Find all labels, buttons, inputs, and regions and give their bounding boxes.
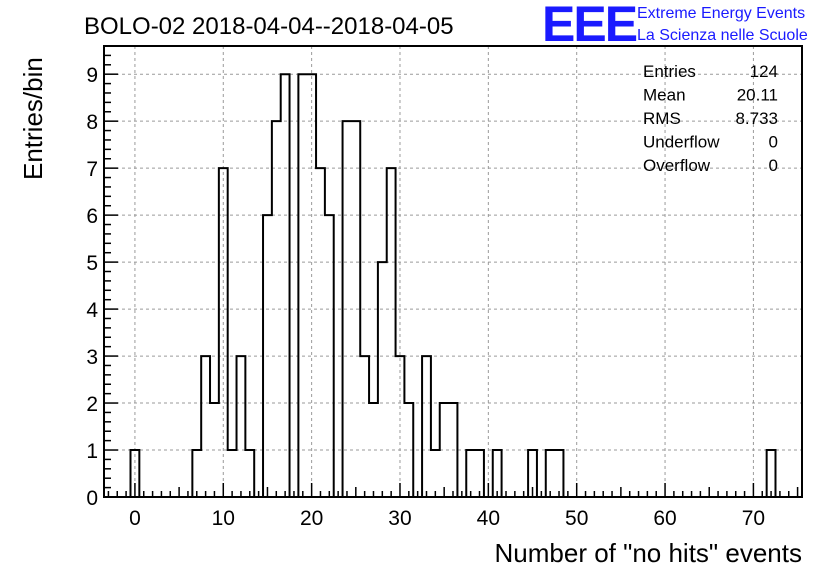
histogram-bin — [369, 403, 378, 497]
stats-value: 0 — [769, 156, 778, 175]
eee-logo-mark: EEE — [542, 0, 637, 52]
histogram-bin — [245, 450, 254, 497]
histogram-bin — [493, 450, 502, 497]
histogram-bin — [360, 356, 369, 497]
eee-logo-line2: La Scienza nelle Scuole — [637, 27, 808, 44]
histogram-bin — [431, 450, 440, 497]
histogram-bin — [219, 168, 228, 497]
histogram-bin — [449, 403, 458, 497]
y-tick-label: 3 — [86, 346, 98, 369]
x-tick-label: 50 — [565, 507, 588, 530]
histogram-bin — [555, 450, 564, 497]
stats-value: 0 — [769, 133, 778, 152]
histogram-bin — [210, 403, 219, 497]
histogram-bin — [307, 74, 316, 497]
y-tick-label: 4 — [86, 299, 98, 322]
histogram-bin — [351, 121, 360, 497]
histogram-bin — [272, 121, 281, 497]
histogram-bin — [228, 450, 237, 497]
y-tick-label: 1 — [86, 440, 98, 463]
histogram-bin — [298, 74, 307, 497]
histogram-bin — [466, 450, 475, 497]
x-tick-label: 70 — [742, 507, 765, 530]
stats-label: Entries — [643, 62, 696, 81]
histogram-bin — [404, 403, 413, 497]
stats-value: 124 — [750, 62, 778, 81]
histogram-bin — [201, 356, 210, 497]
x-tick-label: 60 — [653, 507, 676, 530]
histogram-bin — [325, 215, 334, 497]
histogram-bin — [263, 215, 272, 497]
stats-label: Overflow — [643, 156, 711, 175]
x-axis-ticks: 0 10 20 30 40 50 60 70 — [107, 483, 799, 530]
stats-label: Underflow — [643, 133, 720, 152]
x-tick-label: 20 — [300, 507, 323, 530]
y-tick-label: 7 — [86, 158, 98, 181]
x-tick-label: 30 — [388, 507, 411, 530]
x-tick-label: 10 — [212, 507, 235, 530]
histogram-bin — [387, 168, 396, 497]
y-axis-ticks: 0 1 2 3 4 5 6 7 8 9 — [86, 45, 118, 510]
histogram-bin — [281, 74, 290, 497]
histogram-bin — [440, 403, 449, 497]
histogram-bin — [396, 356, 405, 497]
stats-box: Entries 124 Mean 20.11 RMS 8.733 Underflow 0 Ove… — [643, 62, 778, 175]
y-tick-label: 9 — [86, 64, 98, 87]
histogram-bin — [546, 450, 555, 497]
x-tick-label: 0 — [129, 507, 141, 530]
x-tick-label: 40 — [477, 507, 500, 530]
histogram-bin — [192, 450, 201, 497]
histogram-bin — [475, 450, 484, 497]
eee-logo: EEE Extreme Energy Events La Scienza nel… — [542, 0, 808, 52]
x-axis-title: Number of "no hits" events — [495, 538, 803, 568]
y-tick-label: 5 — [86, 252, 98, 275]
y-tick-label: 6 — [86, 205, 98, 228]
histogram-bin — [378, 262, 387, 497]
y-axis-title: Entries/bin — [18, 57, 48, 180]
histogram-bin — [767, 450, 776, 497]
histogram-bin — [343, 121, 352, 497]
histogram-bin — [422, 356, 431, 497]
stats-label: RMS — [643, 109, 681, 128]
y-tick-label: 8 — [86, 111, 98, 134]
histogram-bin — [237, 356, 246, 497]
y-tick-label: 2 — [86, 393, 98, 416]
y-tick-label: 0 — [86, 487, 98, 510]
eee-logo-line1: Extreme Energy Events — [637, 5, 805, 22]
stats-value: 8.733 — [735, 109, 778, 128]
histogram-bin — [316, 168, 325, 497]
stats-value: 20.11 — [737, 86, 778, 105]
chart-title: BOLO-02 2018-04-04--2018-04-05 — [84, 13, 454, 40]
stats-label: Mean — [643, 86, 686, 105]
